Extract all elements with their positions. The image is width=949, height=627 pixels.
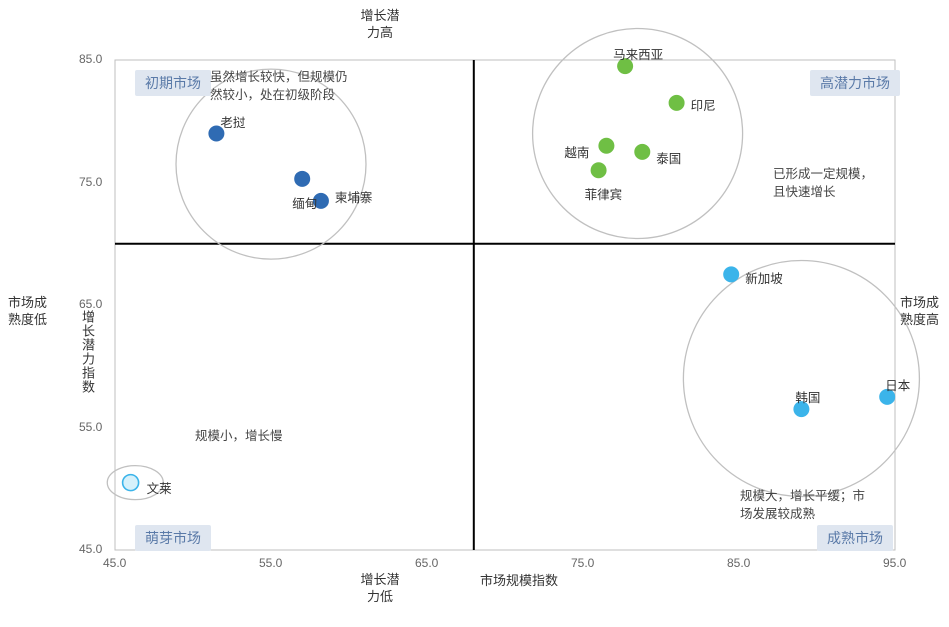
plot-area [0, 0, 949, 627]
point-泰国 [634, 144, 650, 160]
quadrant-scatter-chart: 增长潜 力高 增长潜 力低 市场成 熟度低 市场成 熟度高 增长潜力指数 市场规… [0, 0, 949, 627]
point-韩国 [793, 401, 809, 417]
point-缅甸 [294, 171, 310, 187]
point-菲律宾 [591, 162, 607, 178]
point-新加坡 [723, 266, 739, 282]
point-印尼 [669, 95, 685, 111]
point-柬埔寨 [313, 193, 329, 209]
point-越南 [598, 138, 614, 154]
point-文莱 [123, 475, 139, 491]
y-axis-title: 增长潜力指数 [78, 310, 97, 394]
point-日本 [879, 389, 895, 405]
point-老挝 [208, 126, 224, 142]
point-马来西亚 [617, 58, 633, 74]
